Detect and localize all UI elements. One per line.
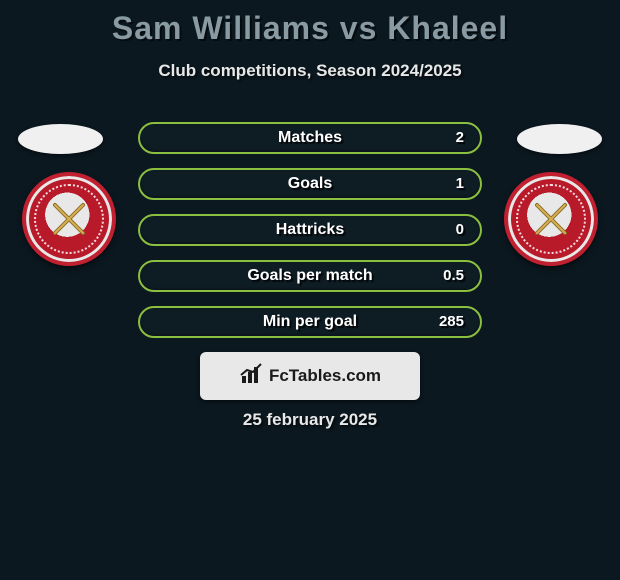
comparison-card: Sam Williams vs Khaleel Club competition… [0, 0, 620, 580]
stat-value-right: 285 [439, 308, 464, 336]
page-title: Sam Williams vs Khaleel [0, 0, 620, 47]
bar-chart-icon [239, 362, 263, 391]
comparison-date: 25 february 2025 [0, 410, 620, 430]
stat-label: Min per goal [140, 308, 480, 336]
stat-value-right: 0.5 [443, 262, 464, 290]
season-subtitle: Club competitions, Season 2024/2025 [0, 61, 620, 81]
watermark-text: FcTables.com [269, 366, 381, 386]
crossed-swords-icon [49, 199, 89, 239]
stat-value-right: 2 [456, 124, 464, 152]
stat-row: Goals per match0.5 [138, 260, 482, 292]
stat-label: Matches [140, 124, 480, 152]
stat-row: Goals1 [138, 168, 482, 200]
player2-avatar [517, 124, 602, 154]
crossed-swords-icon [531, 199, 571, 239]
stats-rows: Matches2Goals1Hattricks0Goals per match0… [138, 122, 482, 352]
site-watermark: FcTables.com [200, 352, 420, 400]
stat-value-right: 1 [456, 170, 464, 198]
stat-value-right: 0 [456, 216, 464, 244]
stat-label: Goals per match [140, 262, 480, 290]
stat-label: Goals [140, 170, 480, 198]
stat-row: Matches2 [138, 122, 482, 154]
player1-avatar [18, 124, 103, 154]
stat-row: Hattricks0 [138, 214, 482, 246]
stat-row: Min per goal285 [138, 306, 482, 338]
player1-club-badge [22, 172, 116, 266]
stat-label: Hattricks [140, 216, 480, 244]
player2-club-badge [504, 172, 598, 266]
